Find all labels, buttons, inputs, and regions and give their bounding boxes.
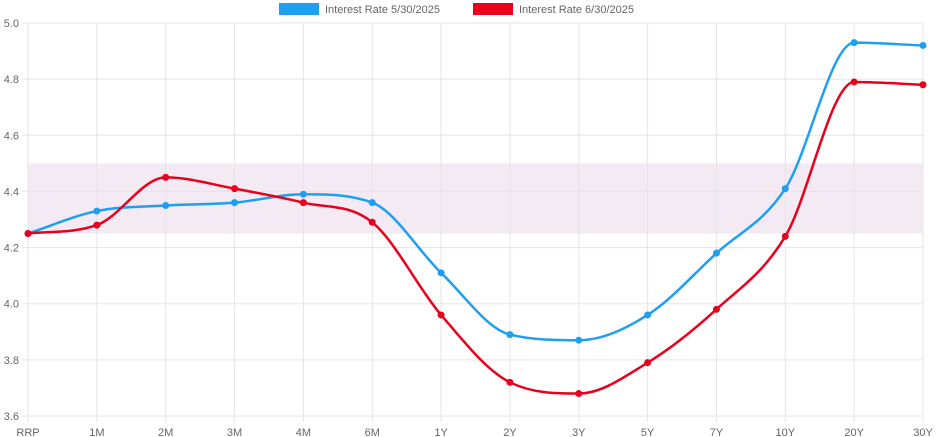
- legend-swatch: [279, 3, 319, 15]
- data-point[interactable]: [162, 201, 170, 209]
- data-point[interactable]: [506, 378, 514, 386]
- y-tick-label: 3.8: [4, 355, 19, 367]
- axis-layer: 3.6 3.8 4.0 4.2 4.4 4.6 4.8 5.0 RRP 1M 2M 3M 4M 6M 1Y 2…: [4, 18, 934, 437]
- data-point[interactable]: [712, 249, 720, 257]
- x-tick-label: 10Y: [776, 427, 796, 437]
- series-layer: [24, 39, 927, 398]
- x-tick-label: 2M: [158, 427, 173, 437]
- x-tick-label: 1Y: [434, 427, 448, 437]
- data-point[interactable]: [93, 221, 101, 229]
- y-tick-label: 4.2: [4, 243, 19, 255]
- y-tick-label: 4.4: [4, 186, 19, 198]
- target-range-band: [28, 163, 923, 234]
- data-point[interactable]: [850, 39, 858, 47]
- x-tick-label: 3Y: [572, 427, 586, 437]
- data-point[interactable]: [644, 359, 652, 367]
- data-point[interactable]: [575, 390, 583, 398]
- x-tick-label: 4M: [296, 427, 311, 437]
- series-line-2: [26, 80, 925, 395]
- x-tick-label: 30Y: [913, 427, 933, 437]
- data-point[interactable]: [437, 269, 445, 277]
- data-point[interactable]: [575, 336, 583, 344]
- data-point[interactable]: [712, 305, 720, 313]
- legend-swatch: [473, 3, 513, 15]
- data-point[interactable]: [850, 78, 858, 86]
- y-tick-label: 5.0: [4, 18, 19, 30]
- data-point[interactable]: [781, 185, 789, 193]
- y-tick-label: 4.8: [4, 74, 19, 86]
- series-group-2: [24, 78, 927, 398]
- data-point[interactable]: [781, 232, 789, 240]
- y-tick-label: 4.0: [4, 299, 19, 311]
- data-point[interactable]: [919, 81, 927, 89]
- data-point[interactable]: [437, 311, 445, 319]
- x-tick-label: 3M: [227, 427, 242, 437]
- x-tick-label: 5Y: [641, 427, 655, 437]
- legend-label: Interest Rate 5/30/2025: [325, 4, 440, 16]
- data-point[interactable]: [644, 311, 652, 319]
- data-point[interactable]: [919, 41, 927, 49]
- legend-item-1[interactable]: Interest Rate 5/30/2025: [279, 3, 440, 16]
- x-tick-label: 7Y: [710, 427, 724, 437]
- legend-label: Interest Rate 6/30/2025: [519, 4, 634, 16]
- data-point[interactable]: [231, 199, 239, 207]
- data-point[interactable]: [368, 218, 376, 226]
- y-tick-label: 4.6: [4, 130, 19, 142]
- data-point[interactable]: [506, 331, 514, 339]
- x-tick-label: 6M: [365, 427, 380, 437]
- x-tick-label: 20Y: [844, 427, 864, 437]
- data-point[interactable]: [299, 190, 307, 198]
- series-group-1: [24, 39, 927, 344]
- data-point[interactable]: [24, 230, 32, 238]
- data-point[interactable]: [231, 185, 239, 193]
- y-tick-label: 3.6: [4, 411, 19, 423]
- data-point[interactable]: [368, 199, 376, 207]
- x-tick-label: 1M: [89, 427, 104, 437]
- data-point[interactable]: [162, 173, 170, 181]
- x-tick-label: 2Y: [503, 427, 517, 437]
- target-range-band-layer: [28, 163, 923, 234]
- legend[interactable]: Interest Rate 5/30/2025 Interest Rate 6/3…: [279, 3, 634, 16]
- data-point[interactable]: [93, 207, 101, 215]
- data-point[interactable]: [299, 199, 307, 207]
- series-line-1: [26, 41, 925, 342]
- x-tick-label: RRP: [16, 427, 39, 437]
- legend-item-2[interactable]: Interest Rate 6/30/2025: [473, 3, 634, 16]
